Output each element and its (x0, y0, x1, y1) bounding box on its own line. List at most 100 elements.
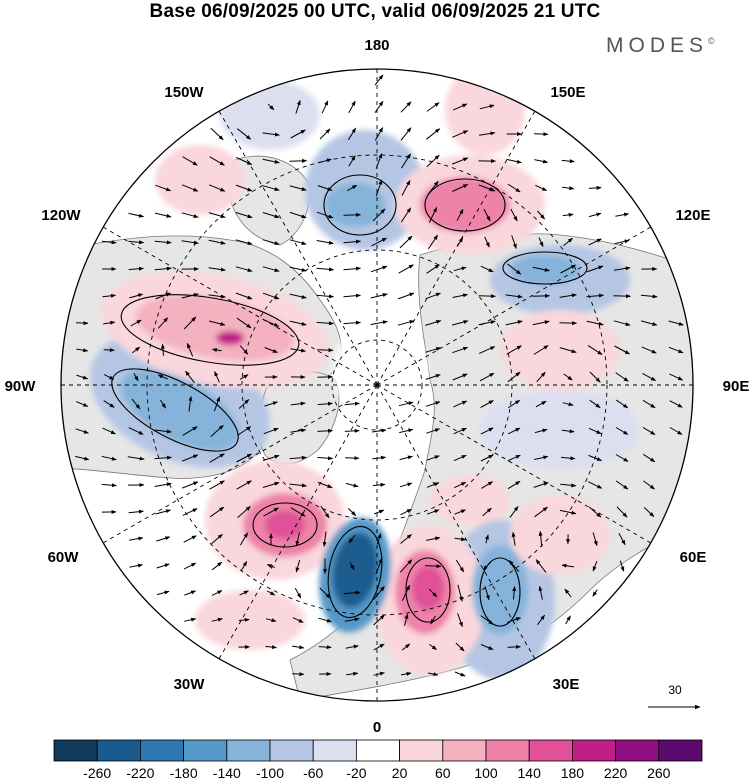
wind-vector (184, 590, 197, 596)
wind-vector (186, 342, 194, 357)
wind-vector (211, 347, 222, 352)
wind-vector (239, 345, 249, 355)
wind-vector (160, 343, 165, 356)
wind-vector (397, 320, 415, 326)
wind-vector (484, 586, 490, 601)
colorbar-swatch (572, 739, 617, 762)
wind-vector (668, 346, 684, 354)
wind-vector (507, 371, 521, 383)
wind-vector (210, 424, 224, 438)
wind-vector (156, 536, 171, 542)
wind-vector (236, 480, 252, 490)
wind-vector (101, 240, 117, 245)
wind-vector (507, 480, 521, 490)
wind-vector (426, 428, 441, 434)
wind-vector (453, 454, 467, 462)
map-boundary (60, 68, 694, 702)
wind-vector (295, 99, 301, 114)
wind-vector (128, 240, 145, 245)
wind-vector (485, 534, 489, 544)
wind-vector (506, 158, 522, 164)
wind-vector (425, 401, 441, 407)
wind-vector (511, 235, 517, 249)
wind-vector (507, 183, 521, 193)
wind-vector (373, 671, 385, 676)
wind-vector (642, 399, 656, 409)
wind-vector (615, 372, 629, 382)
wind-vector (290, 507, 306, 517)
wind-vector (427, 234, 439, 250)
wind-vector (185, 370, 195, 384)
wind-vector (156, 563, 170, 569)
colorbar-swatch (226, 739, 271, 762)
wind-vector (613, 266, 631, 271)
wind-vector (589, 399, 601, 409)
wind-vector (184, 617, 197, 622)
wind-vector (560, 264, 576, 274)
wind-vector (452, 184, 469, 192)
wind-vector (669, 373, 684, 381)
wind-vector (182, 156, 198, 166)
wind-vector (483, 208, 491, 222)
wind-vector (564, 588, 572, 598)
wind-vector (375, 557, 383, 575)
wind-vector (266, 563, 275, 569)
wind-vector (348, 534, 356, 544)
anomaly-pos-weak-h (430, 475, 510, 525)
wind-vector (506, 263, 522, 275)
wind-vector (157, 374, 169, 380)
wind-vector (455, 559, 465, 573)
wind-vector (181, 481, 199, 489)
wind-vector (128, 266, 144, 271)
wind-vector (290, 129, 306, 139)
wind-vector (263, 427, 279, 435)
wind-vector (538, 530, 543, 547)
wind-vector (642, 372, 657, 382)
wind-vector (400, 671, 412, 676)
wind-vector (214, 371, 220, 383)
wind-vector (289, 293, 307, 299)
wind-vector (289, 266, 307, 272)
wind-vector (454, 671, 466, 677)
wind-vector (535, 559, 547, 573)
wind-vector (295, 559, 301, 573)
wind-vector (320, 505, 330, 519)
wind-vector (157, 317, 169, 329)
lon-label-90w: 90W (5, 378, 37, 395)
wind-vector (262, 185, 280, 192)
wind-vector (239, 590, 249, 596)
anomaly-pos-weak-f (510, 495, 610, 575)
lon-label-90e: 90E (723, 378, 750, 395)
wind-vector (397, 292, 415, 300)
wind-vector (102, 427, 116, 435)
wind-vector (289, 455, 307, 460)
lon-label-180: 180 (364, 37, 389, 54)
wind-vector (374, 127, 384, 141)
wind-vector (318, 158, 332, 164)
wind-vector (538, 237, 544, 247)
wind-vector (373, 586, 385, 600)
wind-vector (559, 347, 577, 354)
brand-name: MODES (606, 34, 709, 57)
wind-vector (343, 212, 361, 217)
wind-vector (452, 373, 468, 381)
wind-vector (371, 428, 387, 433)
wind-vector (426, 154, 440, 168)
wind-vector (374, 100, 384, 113)
wind-vector (181, 454, 199, 462)
wind-vector (484, 236, 490, 248)
wind-vector (128, 509, 144, 514)
wind-vector (236, 317, 252, 329)
wind-vector (235, 266, 253, 272)
colorbar-label: 100 (474, 765, 498, 781)
wind-vector (235, 239, 253, 245)
wind-vector (183, 535, 197, 543)
wind-vector (182, 426, 198, 436)
wind-vector (289, 211, 307, 219)
wind-vector (426, 455, 440, 461)
wind-vector (236, 128, 252, 140)
wind-vector (534, 455, 549, 460)
colorbar-swatch (485, 739, 530, 762)
wind-vector (479, 131, 496, 136)
wind-vector (534, 159, 549, 164)
